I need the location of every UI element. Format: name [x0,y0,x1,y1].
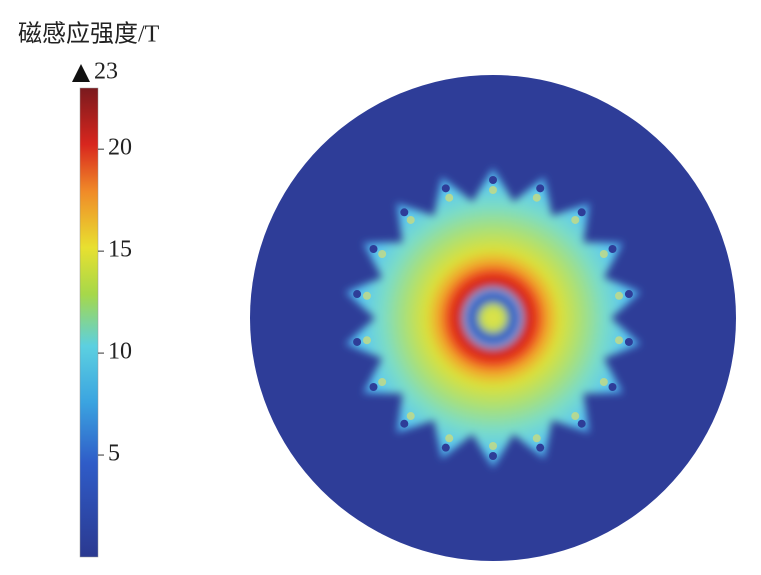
tooth-dot [489,452,497,460]
tick-label: 5 [108,441,120,467]
tooth-dot [624,337,633,346]
tooth-glow [445,434,454,443]
tooth-glow [489,186,497,194]
field [345,168,641,468]
tick-label: 20 [108,135,132,161]
tooth-glow [615,336,624,345]
tick-label: 10 [108,339,132,365]
colorbar [79,87,99,558]
tooth-dot [624,290,633,299]
tooth-dot [608,383,617,391]
tooth-glow [615,291,624,300]
tooth-glow [406,412,415,421]
colorbar-title: 磁感应强度/T [18,21,160,48]
max-marker [72,64,90,82]
tooth-glow [378,250,387,258]
tooth-dot [489,176,497,184]
tooth-glow [532,434,541,443]
max-label: 23 [94,59,118,85]
tooth-dot [577,419,586,428]
tooth-dot [441,443,450,452]
tooth-dot [536,184,545,193]
tooth-dots [353,176,633,460]
tooth-glow [571,215,580,224]
tooth-dot [608,245,617,253]
colorbar-ticks: 5 10 15 20 [98,135,132,467]
tooth-glow [532,193,541,202]
tooth-dot [441,184,450,193]
tooth-glow [378,378,387,386]
tooth-dot [400,208,409,217]
tooth-dot [369,245,378,253]
field-region [345,168,641,468]
tooth-glow [406,215,415,224]
tooth-dot [369,383,378,391]
tick-label: 15 [108,237,132,263]
tooth-dot [577,208,586,217]
tooth-dot [353,337,362,346]
tooth-glow [599,250,608,258]
tooth-dot [536,443,545,452]
tooth-glow [489,442,497,450]
tooth-glow [571,412,580,421]
tooth-glow [362,291,371,300]
tooth-glow [362,336,371,345]
tooth-glow [599,378,608,386]
tooth-glow [445,193,454,202]
tooth-dot [353,290,362,299]
tooth-dot [400,419,409,428]
